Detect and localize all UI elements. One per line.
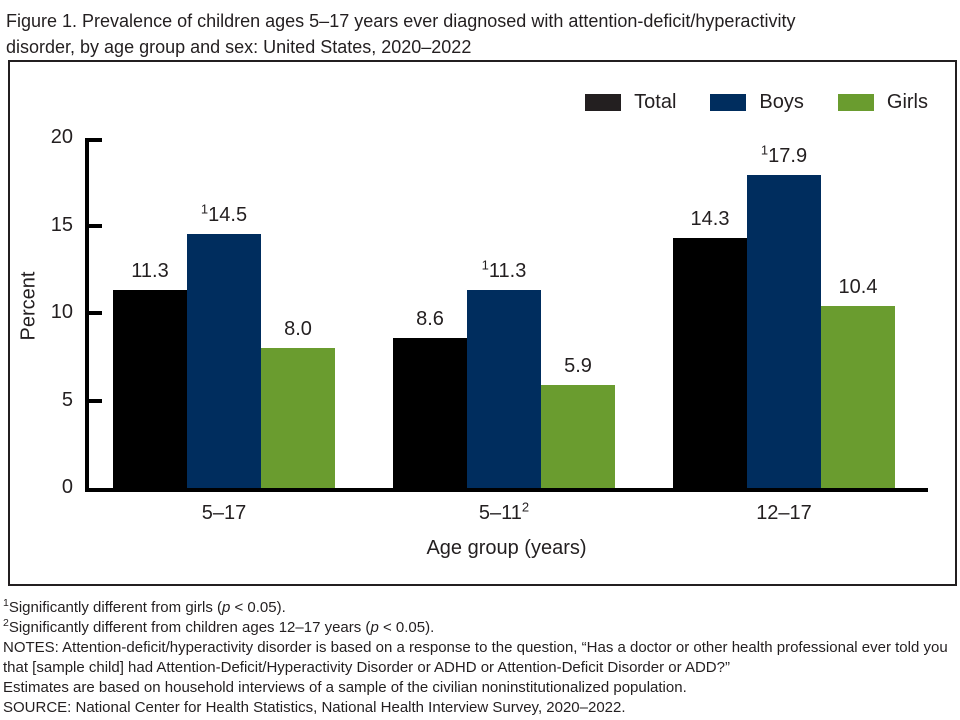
y-tick <box>85 311 102 315</box>
y-tick <box>85 223 102 228</box>
bar-value-label: 8.0 <box>284 318 312 340</box>
bar <box>393 337 467 488</box>
bar <box>113 290 187 488</box>
bar-value-label: 8.6 <box>416 307 444 330</box>
y-tick-label: 0 <box>61 476 73 498</box>
figure-title-line2: disorder, by age group and sex: United S… <box>6 37 472 57</box>
legend-label: Boys <box>759 91 804 113</box>
legend-item-boys: Boys <box>710 91 804 113</box>
footnote-line: 1Significantly different from girls (p <… <box>3 597 286 616</box>
legend-item-total: Total <box>585 91 676 113</box>
bar <box>541 384 615 488</box>
plot-area: Percent Age group (years) 11.3 8.6 14.3 114… <box>10 62 955 584</box>
bar-value-label: 111.3 <box>481 257 527 283</box>
x-tick-label: 12–17 <box>756 502 812 524</box>
legend-swatch-girls <box>837 93 874 111</box>
bar <box>187 234 261 488</box>
x-axis-line <box>85 488 928 492</box>
y-tick <box>85 138 102 142</box>
y-axis-line <box>85 138 89 492</box>
bar <box>821 306 895 488</box>
legend-swatch-boys <box>710 93 747 111</box>
bar-value-label: 114.5 <box>200 201 248 227</box>
legend-item-girls: Girls <box>837 91 928 113</box>
y-tick-label: 5 <box>61 388 73 411</box>
bar-value-label: 11.3 <box>131 260 169 283</box>
footnote-line: Estimates are based on household intervi… <box>3 679 687 696</box>
x-tick-label: 5–17 <box>201 502 247 524</box>
bar-value-label: 10.4 <box>838 276 878 298</box>
y-tick-label: 10 <box>50 301 73 323</box>
bar <box>747 174 821 488</box>
legend-label: Girls <box>886 91 928 113</box>
x-axis-title: Age group (years) <box>426 537 587 559</box>
legend: Total Boys Girls <box>585 91 928 113</box>
x-tick-label: 5–112 <box>478 499 530 524</box>
y-tick-label: 15 <box>50 213 73 236</box>
footnotes: 1Significantly different from girls (p <… <box>3 598 956 718</box>
chart-area: Percent Age group (years) 11.3 8.6 14.3 114… <box>8 60 957 586</box>
legend-label: Total <box>634 91 677 113</box>
figure-title: Figure 1. Prevalence of children ages 5–… <box>0 0 960 60</box>
bar <box>673 237 747 488</box>
bar-value-label: 14.3 <box>690 207 730 230</box>
bar <box>261 348 335 488</box>
bar <box>467 290 541 488</box>
y-tick-label: 20 <box>50 126 73 148</box>
footnote-line: SOURCE: National Center for Health Stati… <box>3 699 626 716</box>
figure-title-line1: Figure 1. Prevalence of children ages 5–… <box>6 11 796 31</box>
footnote-line: 2Significantly different from children a… <box>3 617 435 636</box>
bar-value-label: 117.9 <box>760 142 808 167</box>
footnote-line: NOTES: Attention-deficit/hyperactivity d… <box>3 639 948 676</box>
legend-swatch-total <box>585 93 622 111</box>
y-tick <box>85 398 102 403</box>
bar-value-label: 5.9 <box>564 354 592 377</box>
